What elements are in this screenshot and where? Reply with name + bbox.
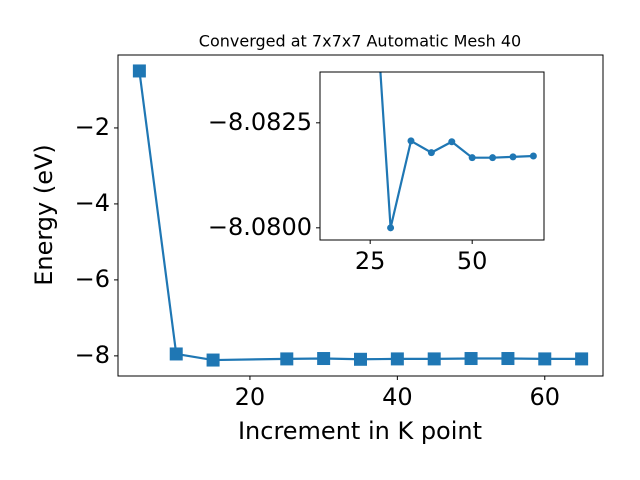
marker	[354, 352, 367, 366]
marker	[206, 353, 220, 367]
marker	[280, 352, 294, 366]
x-tick-label: 40	[382, 383, 413, 411]
marker	[387, 224, 395, 232]
x-tick-label: 20	[235, 383, 266, 411]
marker	[407, 137, 415, 145]
marker	[575, 352, 589, 366]
marker	[529, 152, 537, 160]
marker	[169, 347, 183, 361]
marker	[468, 154, 476, 162]
marker	[489, 154, 497, 162]
y-tick-label: −4	[75, 189, 110, 217]
marker	[448, 138, 456, 146]
marker	[390, 352, 404, 366]
x-tick-label: 25	[355, 247, 386, 275]
y-tick-label: −8	[75, 341, 110, 369]
y-tick-label: −8.0825	[208, 108, 312, 136]
y-tick-label: −6	[75, 265, 110, 293]
marker	[538, 352, 552, 366]
y-tick-label: −2	[75, 113, 110, 141]
x-tick-label: 50	[457, 247, 488, 275]
x-tick-label: 60	[529, 383, 560, 411]
marker	[464, 352, 478, 366]
axes-frame	[117, 54, 604, 377]
marker	[509, 153, 517, 161]
y-tick-label: −8.0800	[208, 213, 312, 241]
x-axis-label: Increment in K point	[238, 417, 482, 445]
marker	[317, 352, 331, 366]
chart-title: Converged at 7x7x7 Automatic Mesh 40	[199, 32, 521, 51]
marker	[132, 64, 146, 78]
marker	[427, 352, 441, 366]
y-axis-label: Energy (eV)	[30, 144, 58, 286]
axes-frame	[319, 71, 545, 241]
marker	[501, 352, 515, 366]
marker	[427, 149, 435, 157]
